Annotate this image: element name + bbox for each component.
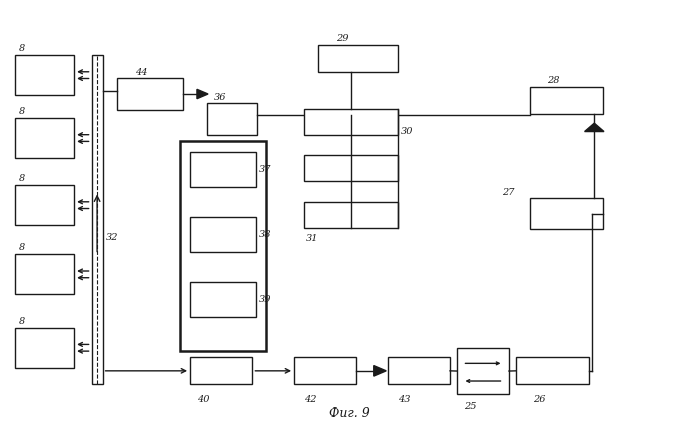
Bar: [15, 328, 74, 368]
Bar: [190, 217, 256, 252]
Bar: [305, 109, 398, 135]
Text: 29: 29: [336, 34, 348, 43]
Bar: [180, 141, 266, 351]
Text: 8: 8: [19, 174, 25, 183]
Bar: [530, 87, 603, 114]
Text: 28: 28: [547, 76, 560, 85]
Text: 42: 42: [305, 395, 317, 404]
Text: 37: 37: [259, 165, 272, 174]
Text: 40: 40: [197, 395, 210, 404]
Polygon shape: [197, 89, 208, 99]
Bar: [305, 155, 398, 181]
Text: 8: 8: [19, 107, 25, 116]
Bar: [190, 357, 252, 385]
Text: 26: 26: [533, 395, 546, 404]
Text: 44: 44: [134, 68, 147, 77]
Bar: [190, 152, 256, 187]
Text: 8: 8: [19, 244, 25, 252]
Bar: [15, 185, 74, 225]
Text: 25: 25: [464, 402, 477, 411]
Bar: [305, 202, 398, 229]
Bar: [530, 198, 603, 229]
Bar: [92, 55, 103, 385]
Text: 38: 38: [259, 230, 272, 239]
Bar: [318, 45, 398, 72]
Bar: [208, 103, 257, 135]
Text: 36: 36: [215, 93, 226, 102]
Bar: [117, 78, 183, 110]
Bar: [388, 357, 450, 385]
Bar: [15, 255, 74, 294]
Bar: [15, 55, 74, 95]
Text: 32: 32: [106, 233, 119, 242]
Text: Фиг. 9: Фиг. 9: [329, 407, 370, 420]
Text: 39: 39: [259, 295, 272, 304]
Polygon shape: [584, 123, 604, 132]
Bar: [457, 348, 509, 394]
Bar: [516, 357, 589, 385]
Bar: [15, 118, 74, 158]
Text: 8: 8: [19, 317, 25, 326]
Bar: [294, 357, 356, 385]
Text: 27: 27: [502, 187, 514, 196]
Text: 43: 43: [398, 395, 410, 404]
Polygon shape: [374, 366, 387, 376]
Text: 31: 31: [306, 234, 318, 243]
Bar: [190, 282, 256, 317]
Text: 30: 30: [401, 127, 413, 136]
Text: 8: 8: [19, 44, 25, 53]
